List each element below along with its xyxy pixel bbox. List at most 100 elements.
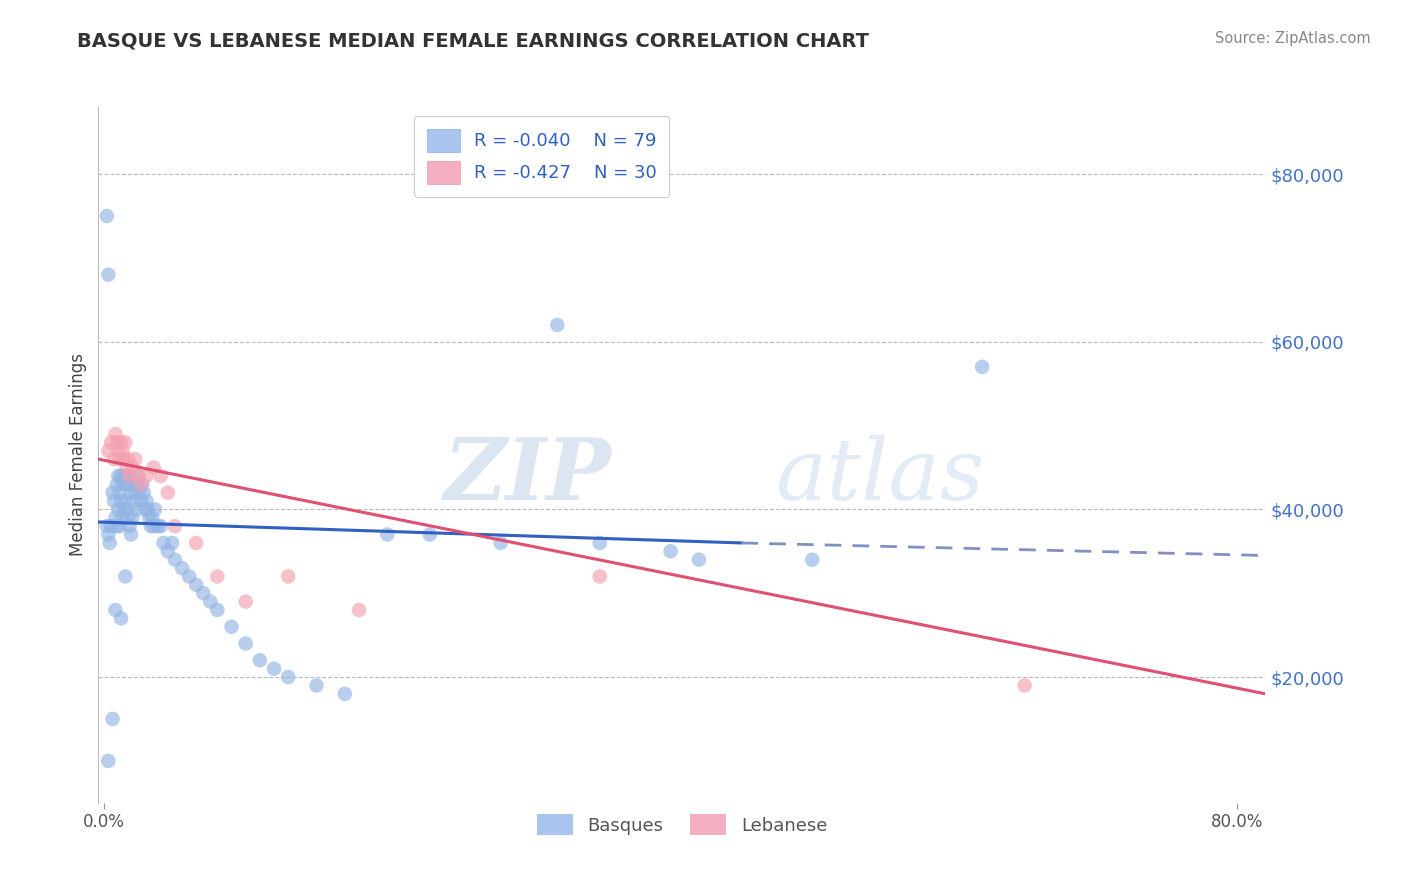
Point — [98, 536, 121, 550]
Point — [136, 502, 159, 516]
Point — [97, 527, 120, 541]
Point — [221, 620, 243, 634]
Point — [110, 435, 132, 450]
Point — [115, 502, 138, 516]
Point — [111, 443, 134, 458]
Point — [135, 468, 157, 483]
Point — [163, 552, 186, 566]
Point — [96, 519, 118, 533]
Point — [156, 544, 179, 558]
Text: BASQUE VS LEBANESE MEDIAN FEMALE EARNINGS CORRELATION CHART: BASQUE VS LEBANESE MEDIAN FEMALE EARNING… — [77, 31, 869, 50]
Point — [131, 477, 153, 491]
Text: atlas: atlas — [775, 434, 984, 517]
Point — [177, 569, 200, 583]
Point — [111, 510, 134, 524]
Point — [277, 569, 299, 583]
Legend: Basques, Lebanese: Basques, Lebanese — [530, 807, 834, 842]
Point — [114, 435, 136, 450]
Point — [129, 494, 152, 508]
Point — [589, 536, 612, 550]
Point — [135, 494, 157, 508]
Point — [207, 603, 229, 617]
Point — [112, 502, 135, 516]
Point — [117, 477, 139, 491]
Point — [546, 318, 568, 332]
Point — [100, 435, 122, 450]
Point — [115, 460, 138, 475]
Point — [103, 494, 125, 508]
Point — [186, 578, 208, 592]
Point — [117, 510, 139, 524]
Point — [489, 536, 512, 550]
Point — [108, 485, 131, 500]
Point — [186, 536, 208, 550]
Point — [375, 527, 398, 541]
Point — [277, 670, 299, 684]
Point — [124, 452, 146, 467]
Point — [97, 268, 120, 282]
Point — [124, 485, 146, 500]
Point — [114, 569, 136, 583]
Point — [105, 519, 128, 533]
Point — [128, 485, 150, 500]
Point — [121, 510, 143, 524]
Point — [149, 519, 172, 533]
Point — [149, 468, 172, 483]
Point — [107, 443, 129, 458]
Point — [200, 594, 222, 608]
Point — [127, 468, 149, 483]
Point — [305, 678, 328, 692]
Point — [104, 427, 127, 442]
Text: Source: ZipAtlas.com: Source: ZipAtlas.com — [1215, 31, 1371, 46]
Point — [688, 552, 710, 566]
Point — [105, 435, 128, 450]
Point — [118, 519, 141, 533]
Point — [108, 519, 131, 533]
Point — [107, 502, 129, 516]
Point — [127, 468, 149, 483]
Point — [333, 687, 356, 701]
Point — [115, 468, 138, 483]
Point — [112, 452, 135, 467]
Point — [104, 603, 127, 617]
Point — [121, 477, 143, 491]
Point — [117, 452, 139, 467]
Text: ZIP: ZIP — [444, 434, 612, 517]
Point — [110, 468, 132, 483]
Point — [160, 536, 183, 550]
Point — [589, 569, 612, 583]
Point — [107, 468, 129, 483]
Point — [347, 603, 370, 617]
Point — [235, 594, 257, 608]
Point — [125, 502, 148, 516]
Point — [122, 494, 145, 508]
Point — [170, 561, 193, 575]
Point — [163, 519, 186, 533]
Point — [96, 209, 118, 223]
Point — [134, 502, 156, 516]
Point — [129, 477, 152, 491]
Point — [125, 477, 148, 491]
Point — [110, 611, 132, 625]
Point — [110, 494, 132, 508]
Point — [801, 552, 824, 566]
Point — [104, 510, 127, 524]
Point — [141, 510, 163, 524]
Point — [97, 754, 120, 768]
Point — [114, 494, 136, 508]
Point — [103, 452, 125, 467]
Point — [659, 544, 682, 558]
Point — [152, 536, 174, 550]
Point — [121, 460, 143, 475]
Point — [114, 477, 136, 491]
Point — [142, 519, 165, 533]
Point — [120, 527, 142, 541]
Point — [111, 477, 134, 491]
Point — [207, 569, 229, 583]
Point — [118, 468, 141, 483]
Point — [235, 636, 257, 650]
Point — [108, 452, 131, 467]
Point — [112, 468, 135, 483]
Point — [972, 359, 994, 374]
Y-axis label: Median Female Earnings: Median Female Earnings — [69, 353, 87, 557]
